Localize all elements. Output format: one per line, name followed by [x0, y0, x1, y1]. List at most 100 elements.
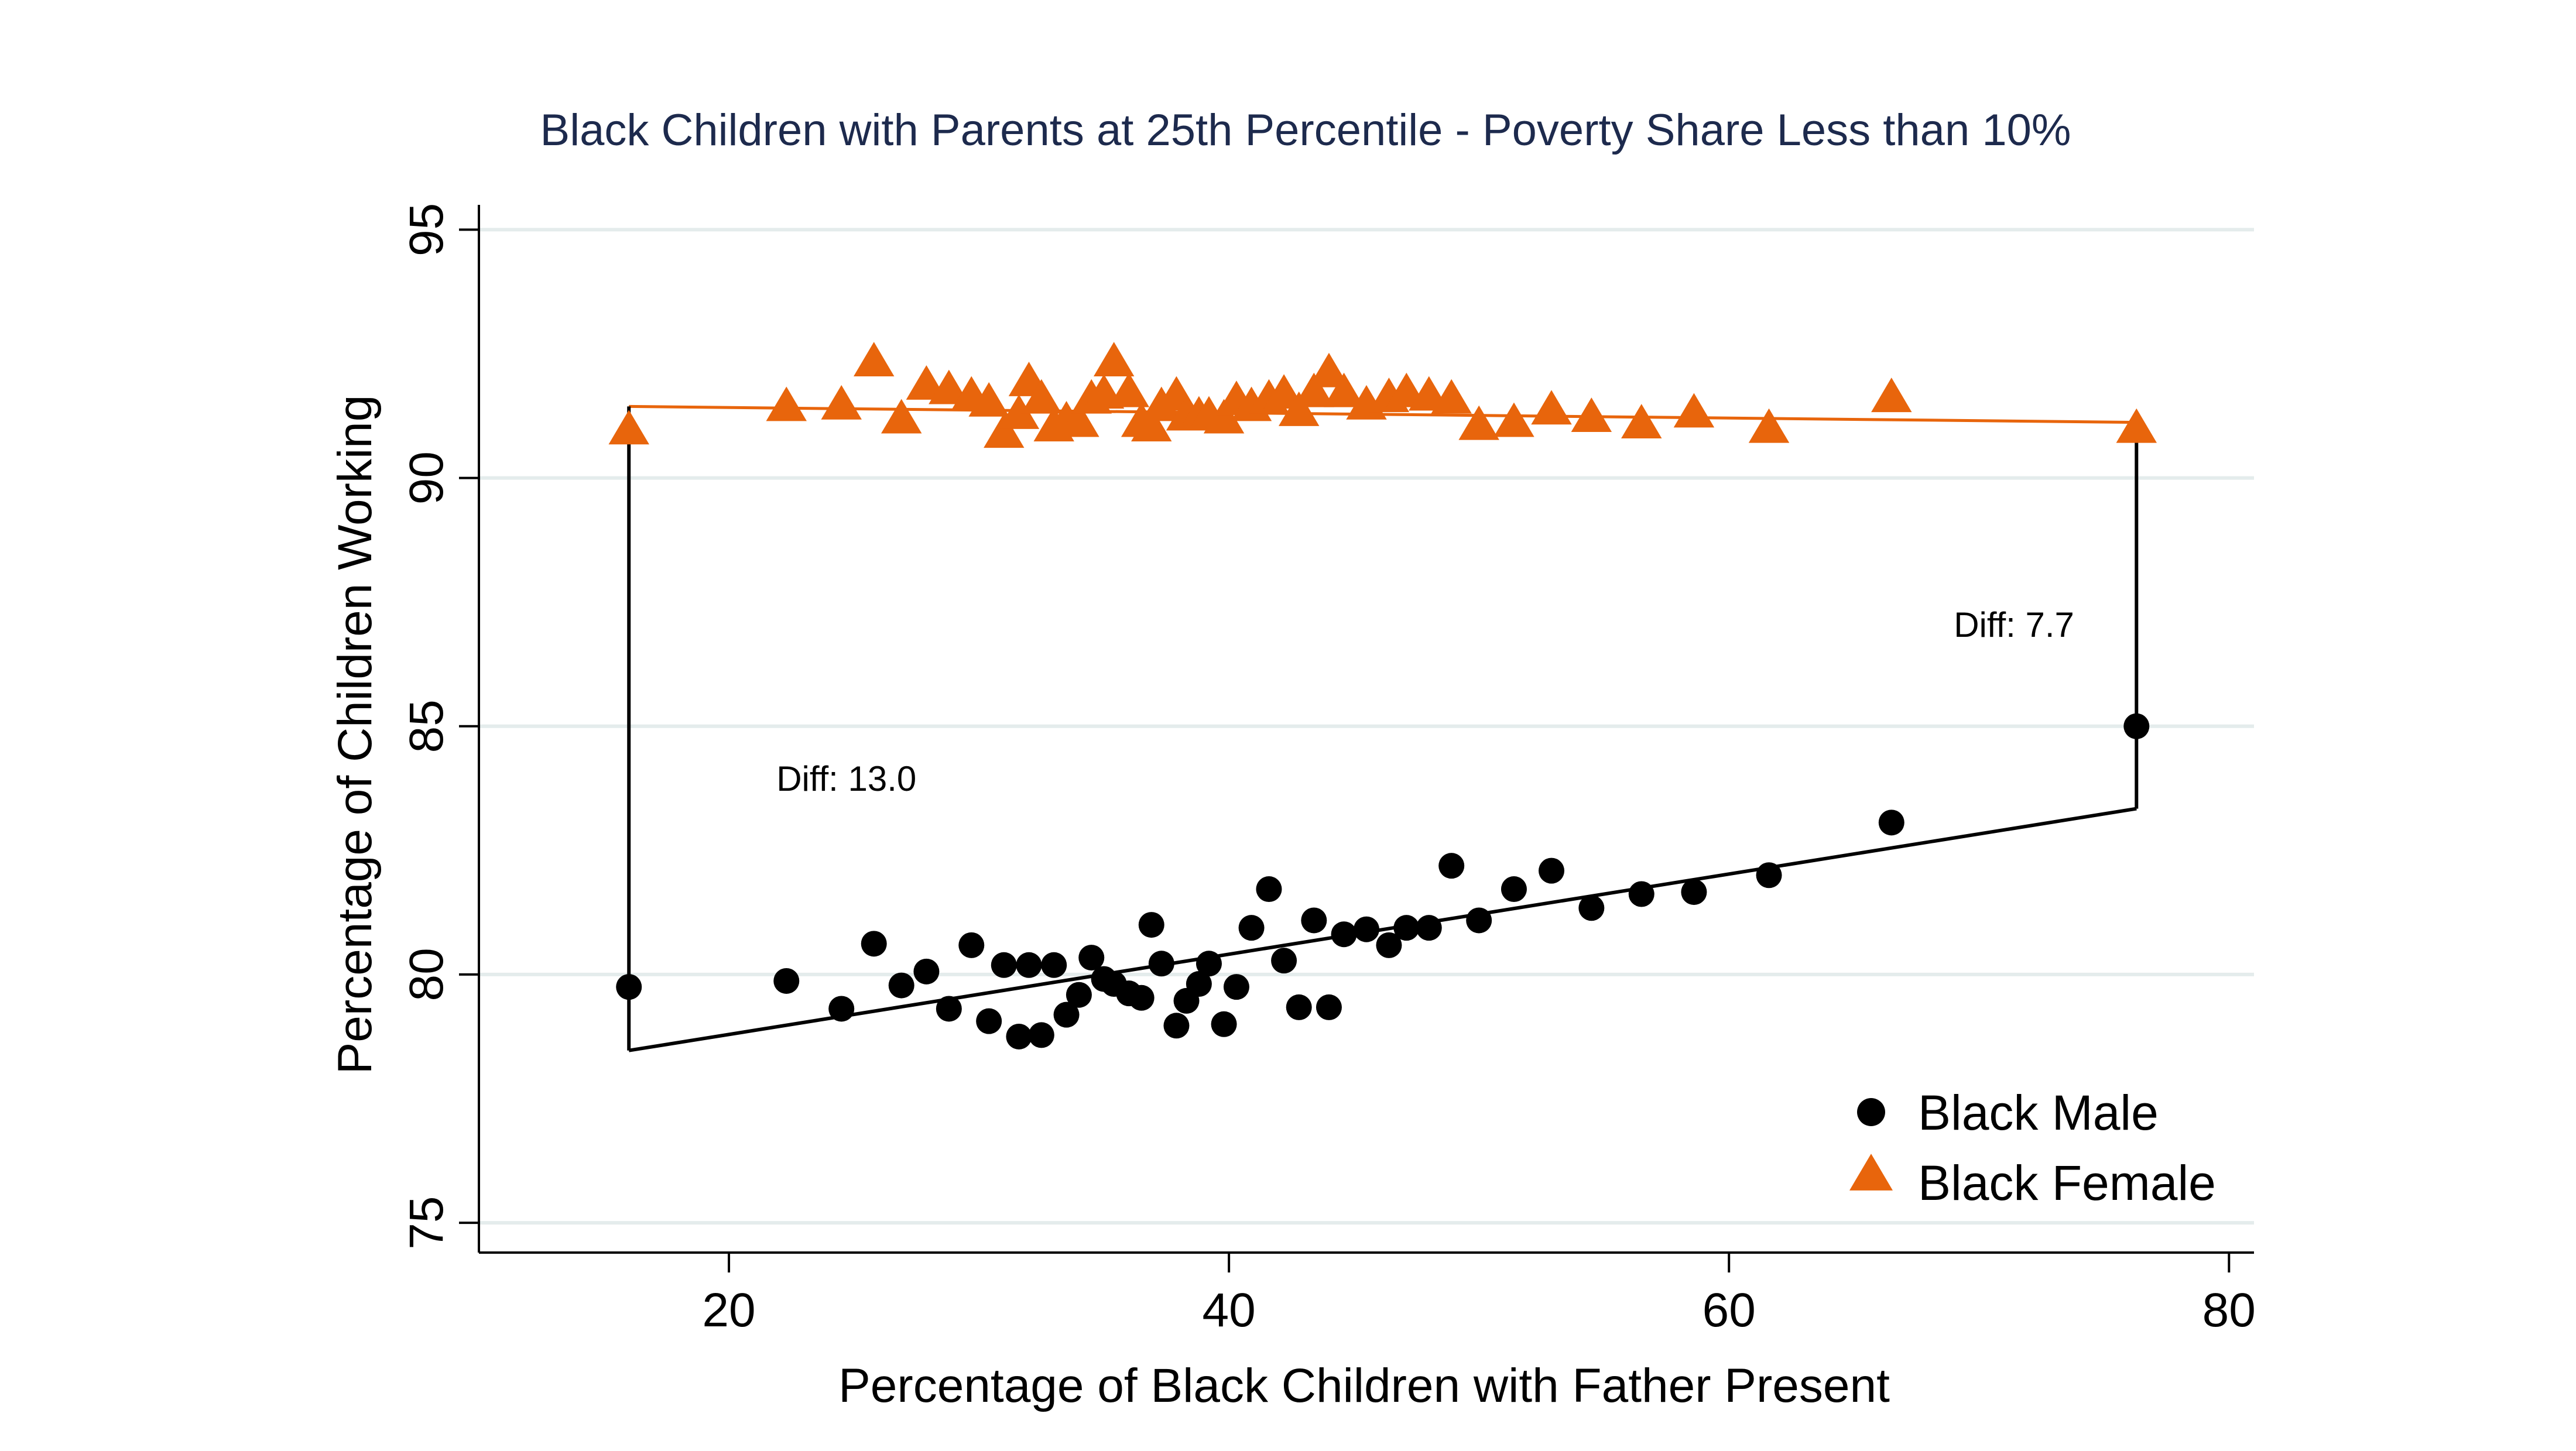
male-data-point [976, 1008, 1002, 1034]
male-data-point [1438, 853, 1465, 879]
male-data-point [1041, 952, 1067, 978]
x-axis-label: Percentage of Black Children with Father… [838, 1359, 1890, 1412]
male-data-point [1016, 952, 1042, 978]
y-tick-label: 80 [400, 948, 453, 1001]
female-data-point [1021, 379, 1062, 414]
male-data-point [1256, 876, 1282, 903]
x-tick-label: 40 [1203, 1284, 1256, 1337]
female-data-point [984, 413, 1025, 448]
legend-label-male: Black Male [1918, 1085, 2159, 1140]
female-data-point [1293, 372, 1335, 407]
female-data-point [1571, 397, 1612, 433]
male-data-point [1028, 1022, 1054, 1048]
male-data-point [1163, 1013, 1190, 1039]
female-data-point [1108, 372, 1150, 407]
female-data-point [1673, 393, 1715, 428]
male-data-point [958, 932, 985, 958]
male-data-point [1376, 932, 1402, 958]
female-data-point [2116, 408, 2157, 443]
male-data-point [1128, 985, 1155, 1011]
female-data-point [1621, 404, 1662, 439]
y-tick-label: 75 [400, 1196, 453, 1249]
male-data-point [1006, 1023, 1032, 1049]
male-data-point [913, 958, 940, 985]
male-data-point [1223, 974, 1249, 1000]
male-data-point [1756, 862, 1782, 889]
female-data-point [1323, 372, 1365, 407]
male-data-point [1578, 895, 1605, 921]
female-data-point [1458, 405, 1499, 440]
male-data-point [2123, 713, 2150, 739]
male-data-point [991, 952, 1017, 978]
male-data-point [1331, 921, 1357, 948]
male-data-point [1393, 915, 1420, 941]
female-data-point [929, 369, 970, 404]
female-data-point [1871, 378, 1912, 413]
female-data-point [1093, 342, 1135, 377]
male-data-point [1501, 876, 1527, 903]
y-tick-label: 90 [400, 451, 453, 505]
male-data-point [1628, 881, 1654, 907]
female-data-point [821, 385, 862, 420]
y-axis-label: Percentage of Children Working [328, 395, 382, 1075]
female-data-point [1278, 391, 1320, 426]
grid-lines [479, 228, 2254, 1225]
male-data-point [1078, 945, 1105, 971]
male-data-point [888, 972, 914, 999]
male-data-point [828, 996, 855, 1022]
male-fit-line [628, 807, 2137, 1052]
male-data-point [1301, 907, 1327, 934]
male-data-point [1238, 915, 1265, 941]
annotations: Diff: 13.0 Diff: 7.7 [776, 605, 2074, 798]
male-data-point [861, 931, 887, 957]
male-data-point [1466, 907, 1492, 934]
female-data-point [1203, 399, 1245, 434]
female-data-point [1431, 379, 1472, 414]
male-data-point [936, 996, 962, 1022]
male-data-point [1354, 916, 1379, 942]
male-data-point [1416, 915, 1442, 941]
legend: Black Male Black Female [1849, 1085, 2216, 1210]
x-tick-label: 80 [2202, 1284, 2256, 1337]
male-data-point [1066, 982, 1092, 1008]
male-data-point [1316, 994, 1342, 1020]
male-data-point [1148, 951, 1174, 977]
female-data-point [1059, 402, 1099, 437]
female-data-point [881, 399, 922, 434]
male-data-point [1539, 857, 1565, 884]
male-data-point [616, 974, 642, 1000]
female-data-point [608, 410, 649, 445]
data-points [608, 342, 2157, 1049]
female-data-point [854, 342, 895, 377]
male-data-point [1186, 971, 1212, 997]
male-data-point [773, 968, 800, 994]
female-data-point [998, 395, 1040, 429]
x-tick-label: 60 [1703, 1284, 1756, 1337]
diff-annotation: Diff: 13.0 [776, 759, 916, 798]
legend-marker-female [1849, 1154, 1893, 1191]
male-data-point [1195, 951, 1222, 977]
male-data-point [1681, 879, 1707, 905]
female-data-point [968, 382, 1009, 417]
female-data-point [1131, 407, 1172, 442]
male-data-point [1211, 1011, 1237, 1037]
axes: 75 80 85 90 95 20 40 60 80 [400, 203, 2256, 1337]
chart-title: Black Children with Parents at 25th Perc… [540, 105, 2071, 155]
male-data-point [1053, 1001, 1080, 1028]
male-data-point [1138, 912, 1164, 938]
male-data-point [1286, 994, 1312, 1020]
x-tick-label: 20 [702, 1284, 755, 1337]
female-data-point [766, 386, 807, 421]
male-data-point [1878, 809, 1904, 836]
female-data-point [1748, 408, 1790, 443]
legend-marker-male [1857, 1098, 1885, 1126]
y-tick-label: 85 [400, 699, 453, 753]
legend-label-female: Black Female [1918, 1155, 2216, 1210]
diff-annotation: Diff: 7.7 [1954, 605, 2074, 644]
y-tick-label: 95 [400, 203, 453, 256]
female-data-point [1308, 352, 1349, 387]
male-data-point [1271, 948, 1297, 974]
female-data-point [1531, 390, 1572, 425]
female-data-point [1493, 402, 1534, 437]
